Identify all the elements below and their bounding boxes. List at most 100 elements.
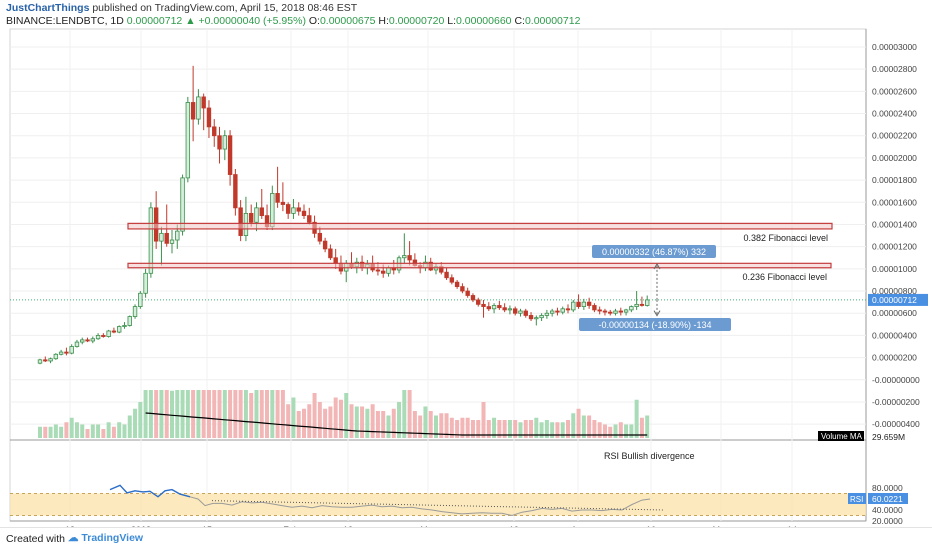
rsi-value-tag <box>868 493 908 504</box>
volume-bar <box>338 399 343 438</box>
volume-ma-value: 29.659M <box>872 432 905 442</box>
drawings: 0.382 Fibonacci level 0.236 Fibonacci lev… <box>127 222 833 331</box>
volume-bar <box>238 390 243 438</box>
candle-body <box>555 310 560 313</box>
volume-bar <box>518 422 523 438</box>
volume-bar <box>502 420 507 438</box>
volume-bar <box>560 422 565 438</box>
volume-bar <box>391 408 396 438</box>
price-tick-label: -0.00000400 <box>872 419 920 429</box>
up-arrow-icon: ▲ <box>185 15 196 27</box>
candle-body <box>64 351 69 354</box>
tradingview-logo[interactable]: ☁ TradingView <box>68 532 143 544</box>
volume-bar <box>587 415 592 438</box>
candle-body <box>645 299 650 306</box>
volume-bar <box>602 424 607 438</box>
volume-bar <box>370 404 375 438</box>
volume-ma-label: Volume MA <box>821 432 863 441</box>
volume-bar <box>402 390 407 438</box>
volume-bar <box>423 406 428 438</box>
candle-body <box>481 303 486 307</box>
candle-body <box>127 316 132 326</box>
candle-body <box>296 207 301 212</box>
tradingview-cloud-icon: ☁ <box>68 532 79 544</box>
candle-body <box>380 270 386 274</box>
price-tick-label: 0.00001400 <box>872 219 917 229</box>
price-tick-label: 0.00001200 <box>872 242 917 252</box>
volume-bar <box>133 408 138 438</box>
volume-bar <box>486 420 491 438</box>
rsi-tick-label: 20.0000 <box>872 516 903 526</box>
candle-body <box>307 215 312 223</box>
volume-bar <box>307 404 312 438</box>
candle-body <box>586 301 592 306</box>
volume-bar <box>550 422 555 438</box>
price-tick-label: 0.00002600 <box>872 86 917 96</box>
volume-bar <box>265 390 270 438</box>
candle-body <box>465 290 470 296</box>
volume-bar <box>444 413 449 438</box>
volume-bar <box>111 426 116 438</box>
grid-lines <box>10 29 866 521</box>
volume-bar <box>101 429 106 438</box>
candle-body <box>164 232 169 244</box>
candle-body <box>43 359 48 362</box>
candle-body <box>138 292 143 307</box>
candle-body <box>238 207 243 236</box>
volume-bar <box>249 393 254 438</box>
candle-body <box>175 230 180 241</box>
candle-body <box>95 335 101 340</box>
candle-body <box>254 207 259 223</box>
chart-header: JustChartThings published on TradingView… <box>6 2 580 28</box>
volume-bar <box>106 422 111 438</box>
candle-body <box>454 281 460 288</box>
volume-bar <box>280 390 285 438</box>
time-axis: 18 2018 15 Feb 13 Mar 19 Apr 16 May 14 <box>65 525 797 527</box>
volume-bar <box>138 402 143 438</box>
volume-bar <box>74 422 79 438</box>
low-value: 0.00000660 <box>456 15 512 27</box>
ohlc-line: BINANCE:LENDBTC, 1D 0.00000712 ▲ +0.0000… <box>6 15 580 28</box>
candle-body <box>470 295 476 301</box>
candle-body <box>217 135 222 150</box>
candle-body <box>608 311 613 314</box>
tradingview-brand: TradingView <box>81 532 144 544</box>
price-tick-label: 0.00000400 <box>872 330 917 340</box>
volume-bar <box>164 390 169 438</box>
volume-bar <box>312 393 317 438</box>
volume-bar <box>492 417 497 438</box>
volume-bar <box>365 408 370 438</box>
volume-bar <box>96 424 101 438</box>
candle-body <box>201 96 206 109</box>
price-chart[interactable]: Volume MA 29.659M 0.382 Fibonacci level0.… <box>0 0 932 527</box>
volume-bar <box>243 390 248 438</box>
volume-bar <box>412 411 417 438</box>
author-link[interactable]: JustChartThings <box>6 2 90 14</box>
volume-bar <box>270 390 275 438</box>
volume-bar <box>618 422 623 438</box>
candle-body <box>322 240 328 250</box>
volume-bar <box>581 415 586 438</box>
last-price: 0.00000712 <box>126 15 183 27</box>
candle-body <box>565 308 571 311</box>
symbol-label[interactable]: BINANCE:LENDBTC, 1D <box>6 15 124 27</box>
candle-body <box>571 301 576 311</box>
volume-bar <box>476 420 481 438</box>
fibonacci-label: 0.382 Fibonacci level <box>743 233 828 243</box>
candle-body <box>333 257 338 264</box>
candle-body <box>629 306 634 311</box>
rsi-tick-label: 80.0000 <box>872 483 903 493</box>
volume-bar <box>555 422 560 438</box>
volume-bar <box>354 406 359 438</box>
volume-bar <box>597 422 602 438</box>
candle-body <box>513 308 518 314</box>
candle-body <box>285 204 291 214</box>
candle-body <box>581 301 587 307</box>
volume-bar <box>175 390 180 438</box>
volume-bar <box>296 411 301 438</box>
volume-bar <box>85 429 90 438</box>
candle-body <box>101 335 106 337</box>
candle-body <box>53 353 59 360</box>
candle-body <box>528 315 534 320</box>
